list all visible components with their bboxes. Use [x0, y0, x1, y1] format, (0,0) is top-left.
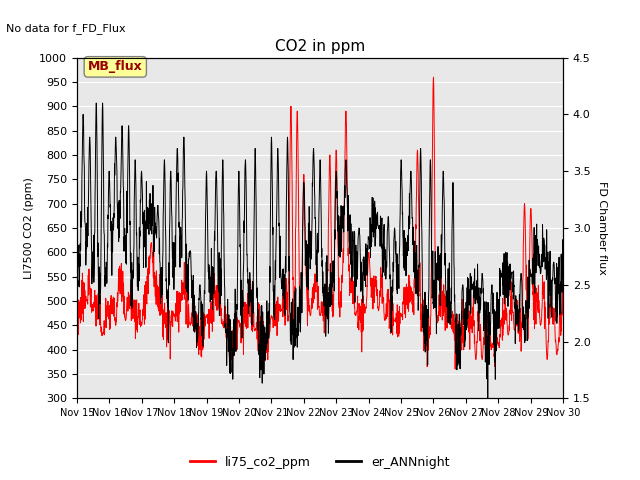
Title: CO2 in ppm: CO2 in ppm: [275, 39, 365, 54]
Y-axis label: LI7500 CO2 (ppm): LI7500 CO2 (ppm): [24, 177, 33, 279]
Legend: li75_co2_ppm, er_ANNnight: li75_co2_ppm, er_ANNnight: [186, 451, 454, 474]
Text: No data for f_FD_Flux: No data for f_FD_Flux: [6, 23, 126, 34]
Y-axis label: FD Chamber flux: FD Chamber flux: [597, 181, 607, 275]
Text: MB_flux: MB_flux: [88, 60, 143, 73]
